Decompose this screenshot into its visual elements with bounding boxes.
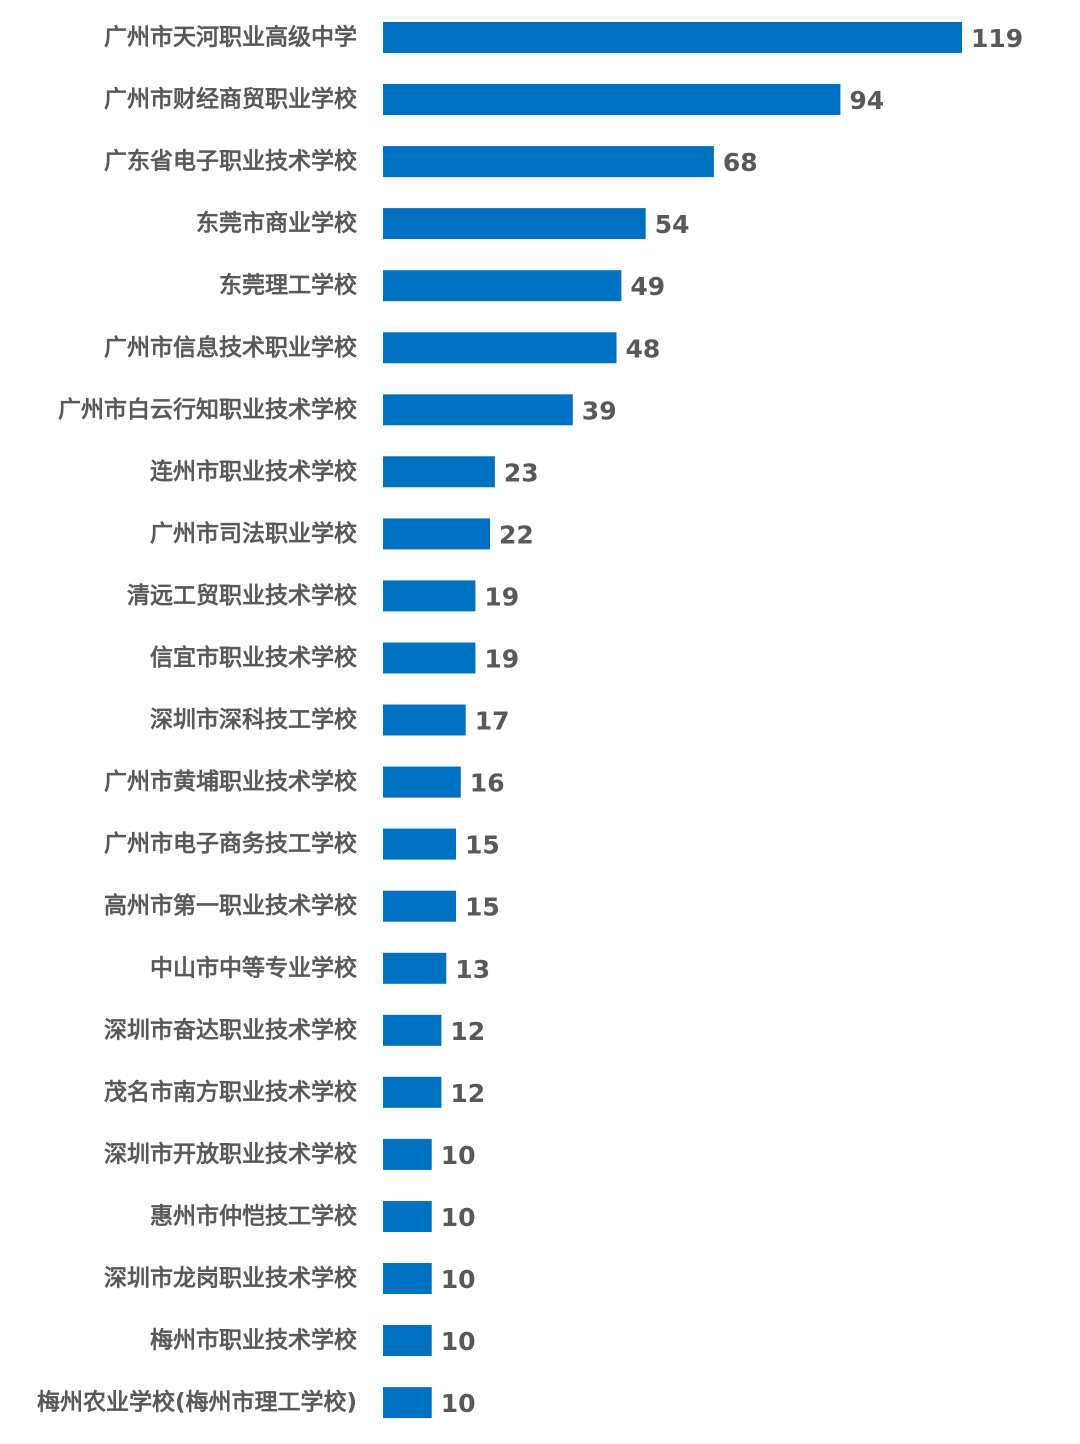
- value-labels-group: 119 94 68 54 49 48 39 23 22 19 19 17 16 15 15 13 12 12 10 1…: [441, 24, 1023, 1418]
- category-label: 茂名市南方职业技术学校: [104, 1078, 358, 1105]
- value-label: 68: [723, 148, 758, 177]
- category-label: 梅州市职业技术学校: [150, 1327, 358, 1354]
- bar: [383, 704, 466, 736]
- value-label: 15: [465, 893, 500, 922]
- value-label: 22: [499, 520, 534, 549]
- bar: [383, 84, 841, 115]
- category-label: 广州市天河职业高级中学: [104, 24, 357, 51]
- category-label: 连州市职业技术学校: [150, 458, 358, 485]
- value-label: 12: [450, 1017, 485, 1046]
- value-label: 19: [484, 645, 519, 674]
- bar: [383, 208, 646, 240]
- value-label: 48: [626, 334, 661, 363]
- bar: [383, 766, 461, 798]
- bar: [383, 1263, 432, 1294]
- category-label: 高州市第一职业技术学校: [104, 892, 358, 919]
- value-label: 10: [441, 1203, 476, 1232]
- value-label: 54: [655, 210, 690, 239]
- bar: [383, 1387, 432, 1419]
- value-label: 94: [849, 86, 884, 115]
- category-label: 广州市司法职业学校: [150, 520, 358, 547]
- value-label: 12: [450, 1079, 485, 1108]
- category-label: 广东省电子职业技术学校: [104, 148, 358, 175]
- value-label: 119: [971, 24, 1023, 53]
- value-label: 16: [470, 769, 505, 798]
- category-label: 信宜市职业技术学校: [150, 644, 358, 671]
- bar: [383, 1325, 432, 1356]
- category-label: 广州市财经商贸职业学校: [104, 86, 358, 113]
- value-label: 39: [582, 396, 617, 425]
- bar: [383, 394, 573, 426]
- bar: [383, 642, 476, 674]
- bar: [383, 952, 447, 984]
- bar: [383, 580, 476, 612]
- value-label: 10: [441, 1327, 476, 1356]
- category-label: 广州市信息技术职业学校: [104, 334, 358, 361]
- value-label: 23: [504, 458, 539, 487]
- category-label: 东莞市商业学校: [196, 210, 358, 237]
- category-label: 广州市电子商务技工学校: [104, 830, 358, 857]
- category-label: 东莞理工学校: [219, 272, 358, 299]
- bar: [383, 456, 495, 488]
- value-label: 13: [455, 955, 490, 984]
- category-label: 惠州市仲恺技工学校: [150, 1202, 358, 1229]
- bar: [383, 22, 962, 53]
- category-label: 深圳市龙岗职业技术学校: [104, 1265, 358, 1292]
- category-label: 深圳市深科技工学校: [150, 706, 358, 733]
- value-label: 49: [630, 272, 665, 301]
- bar: [383, 518, 490, 550]
- category-label: 深圳市开放职业技术学校: [104, 1140, 358, 1167]
- value-label: 10: [441, 1389, 476, 1418]
- category-label: 清远工贸职业技术学校: [127, 582, 358, 609]
- bar: [383, 146, 714, 178]
- bar: [383, 1014, 442, 1046]
- category-label: 深圳市奋达职业技术学校: [104, 1016, 358, 1043]
- category-label: 梅州农业学校(梅州市理工学校): [37, 1389, 357, 1416]
- value-label: 10: [441, 1265, 476, 1294]
- bar: [383, 332, 617, 364]
- value-label: 19: [484, 582, 519, 611]
- bar: [383, 890, 456, 922]
- value-label: 10: [441, 1141, 476, 1170]
- bar: [383, 1201, 432, 1232]
- bar: [383, 1138, 432, 1170]
- category-labels-group: 广州市天河职业高级中学广州市财经商贸职业学校广东省电子职业技术学校东莞市商业学校…: [37, 24, 358, 1416]
- category-label: 广州市黄埔职业技术学校: [104, 768, 358, 795]
- value-label: 17: [475, 707, 510, 736]
- bar: [383, 828, 456, 860]
- bars-group: [383, 22, 962, 1419]
- bar: [383, 270, 622, 302]
- category-label: 中山市中等专业学校: [150, 954, 358, 981]
- category-label: 广州市白云行知职业技术学校: [58, 396, 358, 423]
- bar: [383, 1076, 442, 1108]
- value-label: 15: [465, 831, 500, 860]
